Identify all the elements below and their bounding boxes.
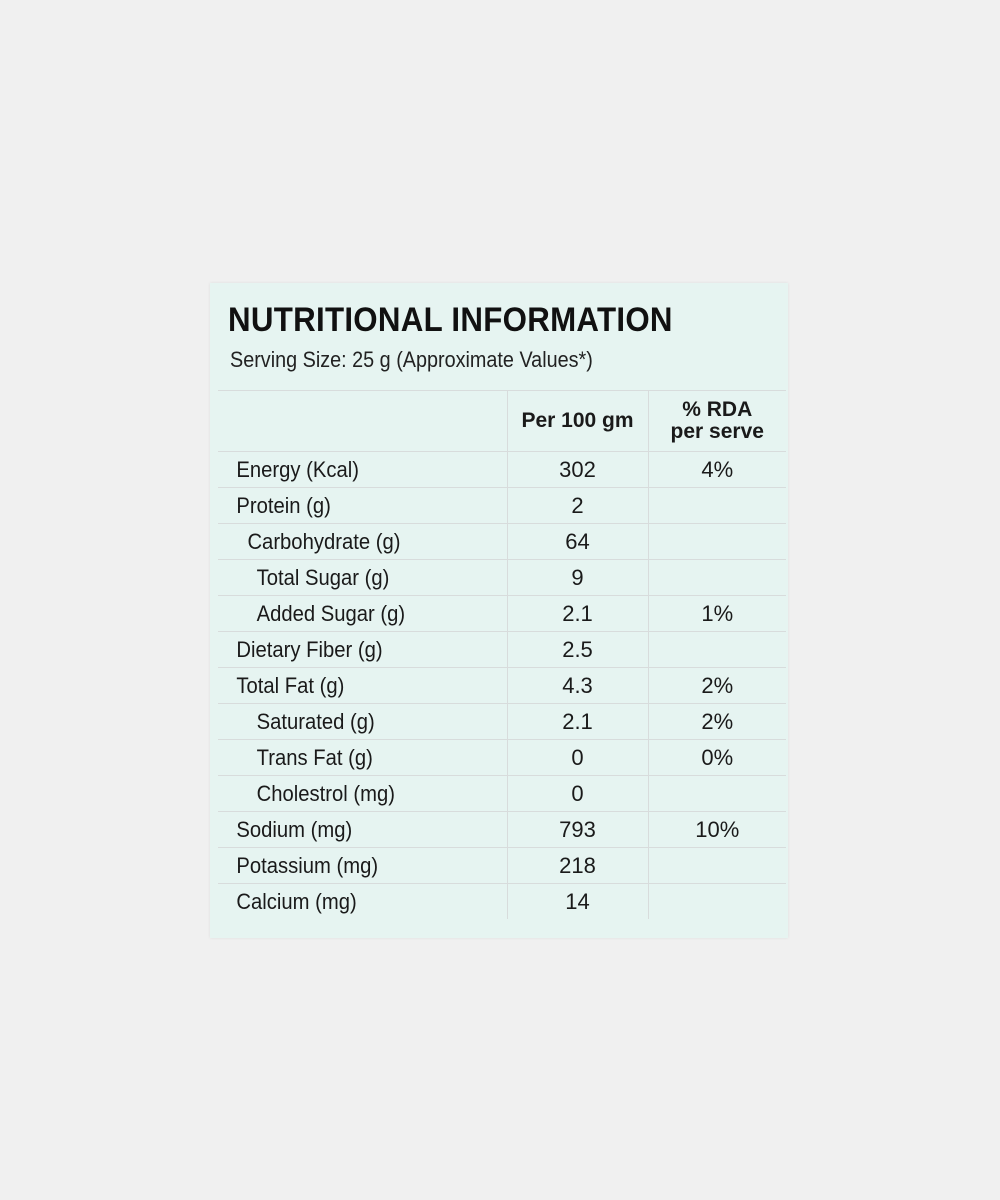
rda-header: % RDA per serve bbox=[647, 390, 786, 452]
table-row: Trans Fat (g) 0 0% bbox=[218, 739, 786, 776]
nutrient-name: Energy (Kcal) bbox=[218, 451, 484, 488]
nutrient-name: Cholestrol (mg) bbox=[218, 775, 484, 812]
rda-value: 0% bbox=[647, 739, 786, 776]
per-100-value: 218 bbox=[506, 847, 648, 884]
table-row: Added Sugar (g) 2.1 1% bbox=[218, 595, 786, 632]
rda-value: 2% bbox=[647, 703, 786, 740]
header-row: Per 100 gm % RDA per serve bbox=[218, 390, 786, 452]
rda-value: 10% bbox=[647, 811, 786, 848]
table-row: Sodium (mg) 793 10% bbox=[218, 811, 786, 848]
table-row: Carbohydrate (g) 64 bbox=[218, 523, 786, 560]
per-100-value: 64 bbox=[506, 523, 648, 560]
rda-value bbox=[647, 559, 786, 596]
per-100-header: Per 100 gm bbox=[506, 390, 648, 452]
nutrient-name: Sodium (mg) bbox=[218, 811, 484, 848]
per-100-value: 4.3 bbox=[506, 667, 648, 704]
per-100-value: 2.1 bbox=[506, 595, 648, 632]
table-row: Saturated (g) 2.1 2% bbox=[218, 703, 786, 740]
nutrition-table: Per 100 gm % RDA per serve Energy (Kcal) 3… bbox=[218, 390, 786, 919]
per-100-value: 14 bbox=[506, 883, 648, 919]
per-100-value: 0 bbox=[506, 739, 648, 776]
nutrient-header bbox=[218, 390, 507, 452]
label-title: NUTRITIONAL INFORMATION bbox=[228, 301, 673, 339]
nutrient-name: Potassium (mg) bbox=[218, 847, 484, 884]
table-row: Calcium (mg) 14 bbox=[218, 883, 786, 919]
nutrient-name: Added Sugar (g) bbox=[218, 595, 484, 632]
per-100-value: 2 bbox=[506, 487, 648, 524]
table-row: Protein (g) 2 bbox=[218, 487, 786, 524]
rda-value bbox=[647, 775, 786, 812]
per-100-value: 302 bbox=[506, 451, 648, 488]
serving-size: Serving Size: 25 g (Approximate Values*) bbox=[230, 347, 593, 372]
table-row: Dietary Fiber (g) 2.5 bbox=[218, 631, 786, 668]
per-100-value: 793 bbox=[506, 811, 648, 848]
rda-value: 1% bbox=[647, 595, 786, 632]
table-row: Total Fat (g) 4.3 2% bbox=[218, 667, 786, 704]
nutrient-name: Calcium (mg) bbox=[236, 888, 357, 914]
table-row: Cholestrol (mg) 0 bbox=[218, 775, 786, 812]
per-100-value: 9 bbox=[506, 559, 648, 596]
nutrient-name: Saturated (g) bbox=[218, 703, 484, 740]
nutrient-name: Trans Fat (g) bbox=[218, 739, 484, 776]
nutrient-name: Carbohydrate (g) bbox=[218, 523, 484, 560]
rda-value: 2% bbox=[647, 667, 786, 704]
nutrient-name: Total Sugar (g) bbox=[218, 559, 484, 596]
table-row: Total Sugar (g) 9 bbox=[218, 559, 786, 596]
table-row: Potassium (mg) 218 bbox=[218, 847, 786, 884]
rda-value bbox=[647, 631, 786, 668]
nutrition-label: NUTRITIONAL INFORMATION Serving Size: 25… bbox=[210, 283, 788, 938]
nutrient-name: Total Fat (g) bbox=[218, 667, 484, 704]
per-100-value: 0 bbox=[506, 775, 648, 812]
rda-value bbox=[647, 523, 786, 560]
rda-header-line2: per serve bbox=[670, 420, 764, 443]
nutrient-name: Dietary Fiber (g) bbox=[218, 631, 484, 668]
per-100-value: 2.1 bbox=[506, 703, 648, 740]
per-100-value: 2.5 bbox=[506, 631, 648, 668]
nutrient-name: Protein (g) bbox=[218, 487, 484, 524]
rda-header-line1: % RDA bbox=[682, 398, 753, 421]
rda-value bbox=[647, 487, 786, 524]
table-row: Energy (Kcal) 302 4% bbox=[218, 451, 786, 488]
rda-value bbox=[647, 847, 786, 884]
rda-value bbox=[647, 883, 786, 919]
rda-value: 4% bbox=[647, 451, 786, 488]
